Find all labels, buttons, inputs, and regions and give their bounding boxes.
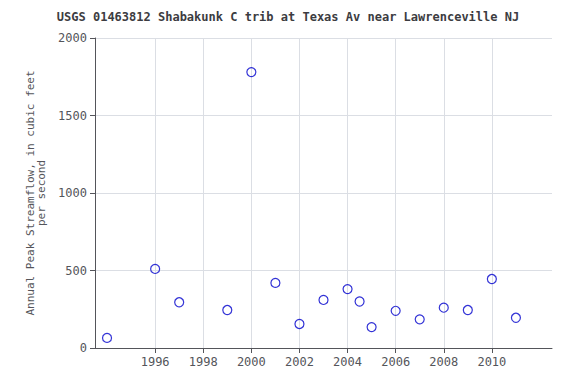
svg-text:0: 0: [80, 341, 87, 355]
svg-text:2000: 2000: [237, 355, 266, 369]
svg-text:2008: 2008: [429, 355, 458, 369]
svg-text:1500: 1500: [58, 109, 87, 123]
svg-text:Annual Peak Streamflow, in cub: Annual Peak Streamflow, in cubic feet: [24, 70, 37, 316]
svg-text:2010: 2010: [477, 355, 506, 369]
svg-text:2002: 2002: [285, 355, 314, 369]
svg-text:USGS 01463812 Shabakunk C trib: USGS 01463812 Shabakunk C trib at Texas …: [57, 10, 519, 24]
svg-text:500: 500: [65, 264, 87, 278]
svg-text:1000: 1000: [58, 186, 87, 200]
svg-text:2000: 2000: [58, 31, 87, 45]
svg-text:1998: 1998: [189, 355, 218, 369]
svg-text:per second: per second: [35, 160, 48, 226]
svg-text:2006: 2006: [381, 355, 410, 369]
svg-text:2004: 2004: [333, 355, 362, 369]
svg-text:1996: 1996: [141, 355, 170, 369]
